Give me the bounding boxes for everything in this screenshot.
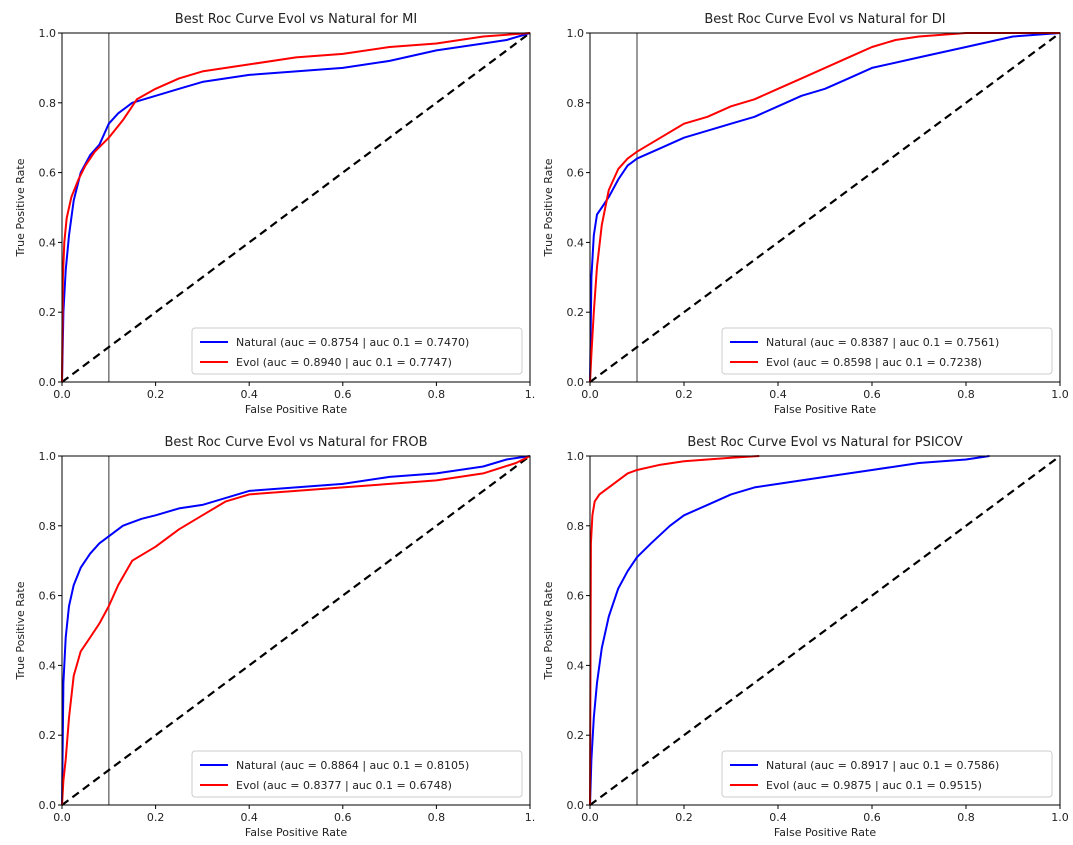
roc-panel-psicov: Best Roc Curve Evol vs Natural for PSICO… (542, 435, 1069, 839)
x-tick-label: 0.8 (428, 388, 446, 401)
legend-label-natural: Natural (auc = 0.8917 | auc 0.1 = 0.7586… (766, 759, 999, 772)
x-tick-label: 0.8 (957, 811, 975, 824)
legend-label-evol: Evol (auc = 0.8377 | auc 0.1 = 0.6748) (236, 779, 452, 792)
y-axis-label: True Positive Rate (14, 158, 27, 257)
x-tick-label: 0.6 (863, 811, 881, 824)
y-tick-label: 0.2 (567, 729, 585, 742)
y-tick-label: 0.6 (39, 167, 57, 180)
x-tick-label: 0.0 (53, 388, 71, 401)
x-tick-label: 0.4 (769, 388, 787, 401)
y-tick-label: 0.0 (567, 376, 585, 389)
x-axis-label: False Positive Rate (245, 403, 347, 416)
legend: Natural (auc = 0.8864 | auc 0.1 = 0.8105… (191, 750, 523, 798)
x-tick-label: 0.6 (334, 811, 352, 824)
x-tick-label: 1. (525, 388, 536, 401)
y-tick-label: 0.0 (39, 376, 57, 389)
x-tick-label: 0.0 (53, 811, 71, 824)
y-tick-label: 0.4 (567, 236, 585, 249)
x-tick-label: 1.0 (1051, 811, 1069, 824)
chance-diagonal (61, 455, 531, 806)
x-tick-label: 0.0 (581, 811, 599, 824)
legend-label-evol: Evol (auc = 0.8598 | auc 0.1 = 0.7238) (766, 356, 982, 369)
x-axis-label: False Positive Rate (245, 826, 347, 839)
y-tick-label: 0.4 (567, 659, 585, 672)
plot-frame (589, 32, 1061, 383)
x-tick-label: 0.2 (147, 811, 165, 824)
x-axis-label: False Positive Rate (774, 403, 876, 416)
legend: Natural (auc = 0.8387 | auc 0.1 = 0.7561… (721, 327, 1053, 375)
y-tick-label: 1.0 (567, 27, 585, 40)
y-tick-label: 0.4 (39, 236, 57, 249)
x-tick-label: 0.8 (428, 811, 446, 824)
x-tick-label: 0.4 (769, 811, 787, 824)
y-tick-label: 0.2 (567, 306, 585, 319)
y-tick-label: 1.0 (567, 450, 585, 463)
roc-panel-mi: Best Roc Curve Evol vs Natural for MI 0.0… (14, 12, 535, 416)
chart-title: Best Roc Curve Evol vs Natural for DI (704, 12, 945, 27)
legend-box (191, 327, 523, 375)
legend-label-natural: Natural (auc = 0.8754 | auc 0.1 = 0.7470… (236, 336, 469, 349)
legend-label-evol: Evol (auc = 0.8940 | auc 0.1 = 0.7747) (236, 356, 452, 369)
legend-box (191, 750, 523, 798)
chance-diagonal (61, 32, 531, 383)
y-tick-label: 0.6 (39, 590, 57, 603)
x-tick-label: 0.4 (240, 388, 258, 401)
roc-curve-evol (589, 455, 760, 806)
legend: Natural (auc = 0.8754 | auc 0.1 = 0.7470… (191, 327, 523, 375)
chart-title: Best Roc Curve Evol vs Natural for PSICO… (687, 435, 962, 450)
y-tick-label: 0.0 (567, 799, 585, 812)
chart-title: Best Roc Curve Evol vs Natural for MI (175, 12, 417, 27)
roc-curve-natural (589, 455, 990, 806)
y-tick-label: 1.0 (39, 450, 57, 463)
x-tick-label: 0.8 (957, 388, 975, 401)
x-tick-label: 0.4 (240, 811, 258, 824)
roc-curve-evol (589, 32, 1060, 383)
roc-panel-di: Best Roc Curve Evol vs Natural for DI 0.0… (542, 12, 1069, 416)
y-axis-label: True Positive Rate (14, 581, 27, 680)
roc-curve-evol (61, 32, 531, 383)
chart-title: Best Roc Curve Evol vs Natural for FROB (164, 435, 427, 450)
plot-frame (61, 32, 531, 383)
y-tick-label: 0.2 (39, 306, 57, 319)
y-axis-label: True Positive Rate (542, 158, 555, 257)
x-tick-label: 0.2 (675, 811, 693, 824)
y-tick-label: 0.4 (39, 659, 57, 672)
x-tick-label: 0.2 (675, 388, 693, 401)
roc-curve-evol (61, 455, 531, 806)
y-tick-label: 0.8 (39, 520, 57, 533)
y-axis-label: True Positive Rate (542, 581, 555, 680)
x-tick-label: 0.0 (581, 388, 599, 401)
legend-box (721, 750, 1053, 798)
legend-label-evol: Evol (auc = 0.9875 | auc 0.1 = 0.9515) (766, 779, 982, 792)
x-tick-label: 1.0 (1051, 388, 1069, 401)
legend-label-natural: Natural (auc = 0.8387 | auc 0.1 = 0.7561… (766, 336, 999, 349)
x-axis-label: False Positive Rate (774, 826, 876, 839)
chance-diagonal (589, 455, 1061, 806)
roc-curve-natural (61, 455, 531, 806)
roc-curve-natural (589, 32, 1061, 383)
plot-frame (61, 455, 531, 806)
x-tick-label: 1. (525, 811, 536, 824)
legend: Natural (auc = 0.8917 | auc 0.1 = 0.7586… (721, 750, 1053, 798)
y-tick-label: 0.8 (567, 520, 585, 533)
y-tick-label: 0.8 (39, 97, 57, 110)
x-tick-label: 0.6 (334, 388, 352, 401)
x-tick-label: 0.2 (147, 388, 165, 401)
roc-panel-frob: Best Roc Curve Evol vs Natural for FROB 0… (14, 435, 535, 839)
x-tick-label: 0.6 (863, 388, 881, 401)
y-tick-label: 0.2 (39, 729, 57, 742)
legend-box (721, 327, 1053, 375)
y-tick-label: 0.6 (567, 167, 585, 180)
y-tick-label: 0.8 (567, 97, 585, 110)
plot-frame (589, 455, 1061, 806)
y-tick-label: 0.0 (39, 799, 57, 812)
chance-diagonal (589, 32, 1061, 383)
y-tick-label: 0.6 (567, 590, 585, 603)
roc-curve-natural (61, 32, 531, 383)
legend-label-natural: Natural (auc = 0.8864 | auc 0.1 = 0.8105… (236, 759, 469, 772)
y-tick-label: 1.0 (39, 27, 57, 40)
